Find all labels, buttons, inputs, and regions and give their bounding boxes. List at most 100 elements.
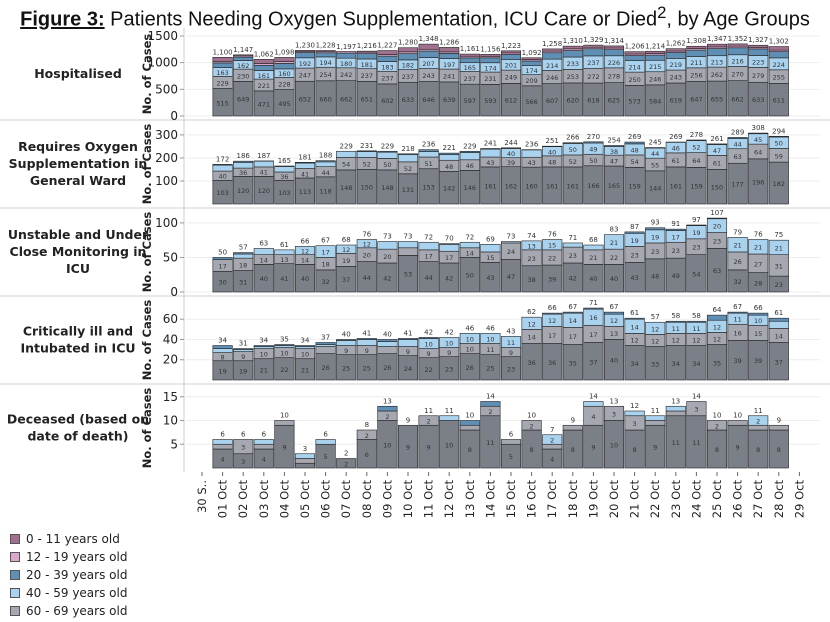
segment-label: 44: [363, 274, 371, 282]
total-label: 229: [381, 142, 394, 150]
bar-segment: [542, 48, 563, 52]
segment-label: 250: [628, 76, 640, 84]
segment-label: 161: [484, 182, 496, 190]
segment-label: 21: [733, 242, 741, 250]
bar-segment: [624, 317, 645, 320]
bar-segment: [294, 345, 316, 347]
segment-label: 33: [651, 360, 659, 368]
bar-segment: [253, 439, 274, 445]
total-label: 229: [340, 142, 353, 150]
bar-segment: [439, 154, 460, 161]
segment-label: 9: [241, 353, 245, 361]
segment-label: 19: [630, 237, 638, 245]
segment-label: 35: [713, 359, 721, 367]
total-label: 42: [424, 328, 433, 336]
segment-label: 23: [630, 251, 638, 259]
segment-label: 32: [321, 278, 329, 286]
total-label: 266: [566, 134, 580, 142]
segment-label: 15: [486, 254, 494, 262]
total-label: 97: [692, 216, 701, 224]
bar-segment: [748, 424, 769, 431]
total-label: 1,206: [625, 43, 646, 51]
bar-segment: [253, 64, 274, 71]
total-label: 67: [610, 303, 619, 311]
bar-segment: [727, 137, 748, 139]
y-tick-label: 1500: [147, 29, 178, 43]
total-label: 231: [360, 142, 373, 150]
segment-label: 21: [589, 254, 597, 262]
segment-label: 41: [280, 275, 288, 283]
bar-segment: [253, 59, 274, 64]
total-label: 76: [362, 230, 371, 238]
total-label: 1,327: [748, 36, 768, 44]
bar-segment: [480, 148, 501, 158]
segment-label: 39: [507, 159, 515, 167]
segment-label: 42: [383, 274, 391, 282]
segment-label: 278: [608, 72, 620, 80]
bar-segment: [418, 50, 439, 58]
segment-label: 8: [633, 446, 637, 454]
segment-label: 279: [752, 72, 764, 80]
segment-label: 182: [402, 62, 414, 70]
x-tick-label: 12 Oct: [442, 480, 456, 519]
bar-segment: [686, 224, 707, 226]
segment-label: 19: [651, 233, 659, 241]
bar-segment: [768, 317, 789, 322]
x-tick-label: 04 Oct: [277, 480, 291, 519]
bar-segment: [768, 51, 789, 59]
y-tick-label: 1000: [147, 56, 178, 70]
bar-segment: [583, 44, 604, 48]
title-superscript: 2: [657, 3, 667, 22]
bar-segment: [706, 143, 728, 145]
bar-segment: [706, 420, 728, 431]
segment-label: 11: [672, 439, 680, 447]
segment-label: 12: [548, 317, 556, 325]
segment-label: 207: [422, 60, 434, 68]
segment-label: 649: [237, 96, 249, 104]
y-axis-label: No. of Cases: [140, 124, 154, 205]
segment-label: 19: [239, 367, 247, 375]
segment-label: 9: [427, 444, 431, 452]
segment-label: 42: [569, 274, 577, 282]
panel-label: Hospitalised: [34, 66, 122, 81]
segment-label: 52: [404, 165, 412, 173]
total-label: 1,147: [233, 46, 253, 54]
total-label: 61: [774, 309, 783, 317]
segment-label: 10: [301, 351, 309, 359]
total-label: 10: [733, 412, 742, 420]
segment-label: 14: [260, 257, 268, 265]
total-label: 8: [365, 421, 369, 429]
segment-label: 12: [651, 337, 659, 345]
segment-label: 607: [546, 97, 558, 105]
x-tick-label: 09 Oct: [380, 480, 394, 519]
segment-label: 14: [775, 332, 783, 340]
total-label: 61: [630, 309, 639, 317]
total-label: 1,228: [316, 42, 336, 50]
segment-label: 31: [775, 262, 783, 270]
segment-label: 103: [216, 189, 228, 197]
total-label: 68: [589, 236, 598, 244]
segment-label: 230: [237, 72, 249, 80]
segment-label: 471: [258, 100, 270, 108]
segment-label: 43: [486, 274, 494, 282]
segment-label: 40: [260, 275, 268, 283]
total-label: 75: [774, 231, 783, 239]
segment-label: 50: [775, 140, 783, 148]
total-label: 67: [568, 303, 577, 311]
segment-label: 272: [587, 73, 599, 81]
bar-segment: [439, 152, 460, 156]
bar-segment: [294, 52, 316, 59]
segment-label: 39: [754, 357, 762, 365]
segment-label: 146: [464, 184, 476, 192]
segment-label: 625: [608, 96, 620, 104]
bar-segment: [274, 63, 295, 70]
total-label: 83: [610, 226, 619, 234]
total-label: 1,223: [501, 42, 521, 50]
x-tick-label: 28 Oct: [772, 480, 786, 519]
total-label: 67: [321, 237, 330, 245]
bar-segment: [665, 320, 686, 323]
segment-label: 26: [733, 258, 741, 266]
legend-label: 12 - 19 years old: [26, 550, 128, 564]
total-label: 42: [445, 328, 454, 336]
segment-label: 36: [280, 173, 288, 181]
